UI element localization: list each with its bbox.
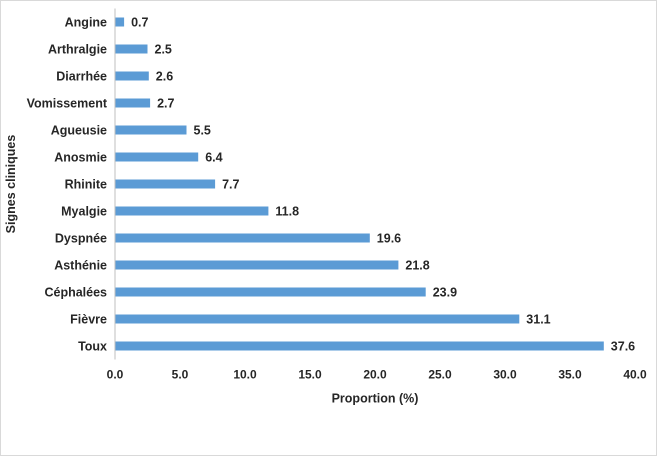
- bar-4: [115, 125, 187, 135]
- category-label: Fièvre: [70, 313, 107, 327]
- category-label: Dyspnée: [55, 232, 107, 246]
- category-label: Asthénie: [54, 259, 107, 273]
- value-labels: 0.7 2.5 2.6 2.7 5.5 6.47.7 11.8 19.6 21.8 23.9 31.…: [131, 16, 635, 354]
- value-label: 2.6: [156, 70, 173, 84]
- value-label: 37.6: [611, 340, 635, 354]
- x-tick-label: 35.0: [558, 368, 582, 382]
- value-label: 31.1: [526, 313, 550, 327]
- x-tick-labels: 0.0 5.0 10.0 15.0 20.0 25.0 30.0 35.0 40.0: [107, 368, 647, 382]
- category-label: Anosmie: [54, 151, 107, 165]
- bar-3: [115, 98, 151, 108]
- bar-5: [115, 152, 199, 162]
- x-tick-label: 30.0: [493, 368, 517, 382]
- bar-6: [115, 179, 216, 189]
- value-label: 7.7: [222, 178, 239, 192]
- x-tick-label: 15.0: [298, 368, 322, 382]
- bar-7: [115, 206, 269, 216]
- x-tick-label: 20.0: [363, 368, 387, 382]
- bar-0: [115, 17, 125, 27]
- category-labels: Angine Arthralgie Diarrhée Vomissement Agueu…: [27, 16, 108, 354]
- category-label: Angine: [65, 16, 107, 30]
- bar-12: [115, 341, 604, 351]
- category-label: Arthralgie: [48, 43, 107, 57]
- x-tick-label: 10.0: [233, 368, 257, 382]
- value-label: 6.4: [205, 151, 222, 165]
- value-label: 23.9: [433, 286, 457, 300]
- x-tick-label: 25.0: [428, 368, 452, 382]
- x-tick-label: 40.0: [623, 368, 647, 382]
- bar-10: [115, 287, 426, 297]
- category-label: Agueusie: [51, 124, 107, 138]
- bar-8: [115, 233, 370, 243]
- value-label: 0.7: [131, 16, 148, 30]
- bar-2: [115, 71, 149, 81]
- value-label: 2.5: [155, 43, 172, 57]
- category-label: Diarrhée: [56, 70, 107, 84]
- category-label: Vomissement: [27, 97, 108, 111]
- value-label: 19.6: [377, 232, 401, 246]
- bar-11: [115, 314, 520, 324]
- bar-1: [115, 44, 148, 54]
- category-label: Céphalées: [44, 286, 107, 300]
- y-axis-title: Signes cliniques: [4, 135, 18, 234]
- value-label: 5.5: [194, 124, 211, 138]
- x-tick-label: 0.0: [107, 368, 124, 382]
- category-label: Rhinite: [65, 178, 107, 192]
- x-tick-label: 5.0: [172, 368, 189, 382]
- bar-9: [115, 260, 399, 270]
- value-label: 21.8: [405, 259, 429, 273]
- bars-group: [115, 17, 604, 351]
- value-label: 11.8: [275, 205, 299, 219]
- category-label: Myalgie: [61, 205, 107, 219]
- category-label: Toux: [78, 340, 107, 354]
- x-axis-title: Proportion (%): [332, 392, 419, 406]
- value-label: 2.7: [157, 97, 174, 111]
